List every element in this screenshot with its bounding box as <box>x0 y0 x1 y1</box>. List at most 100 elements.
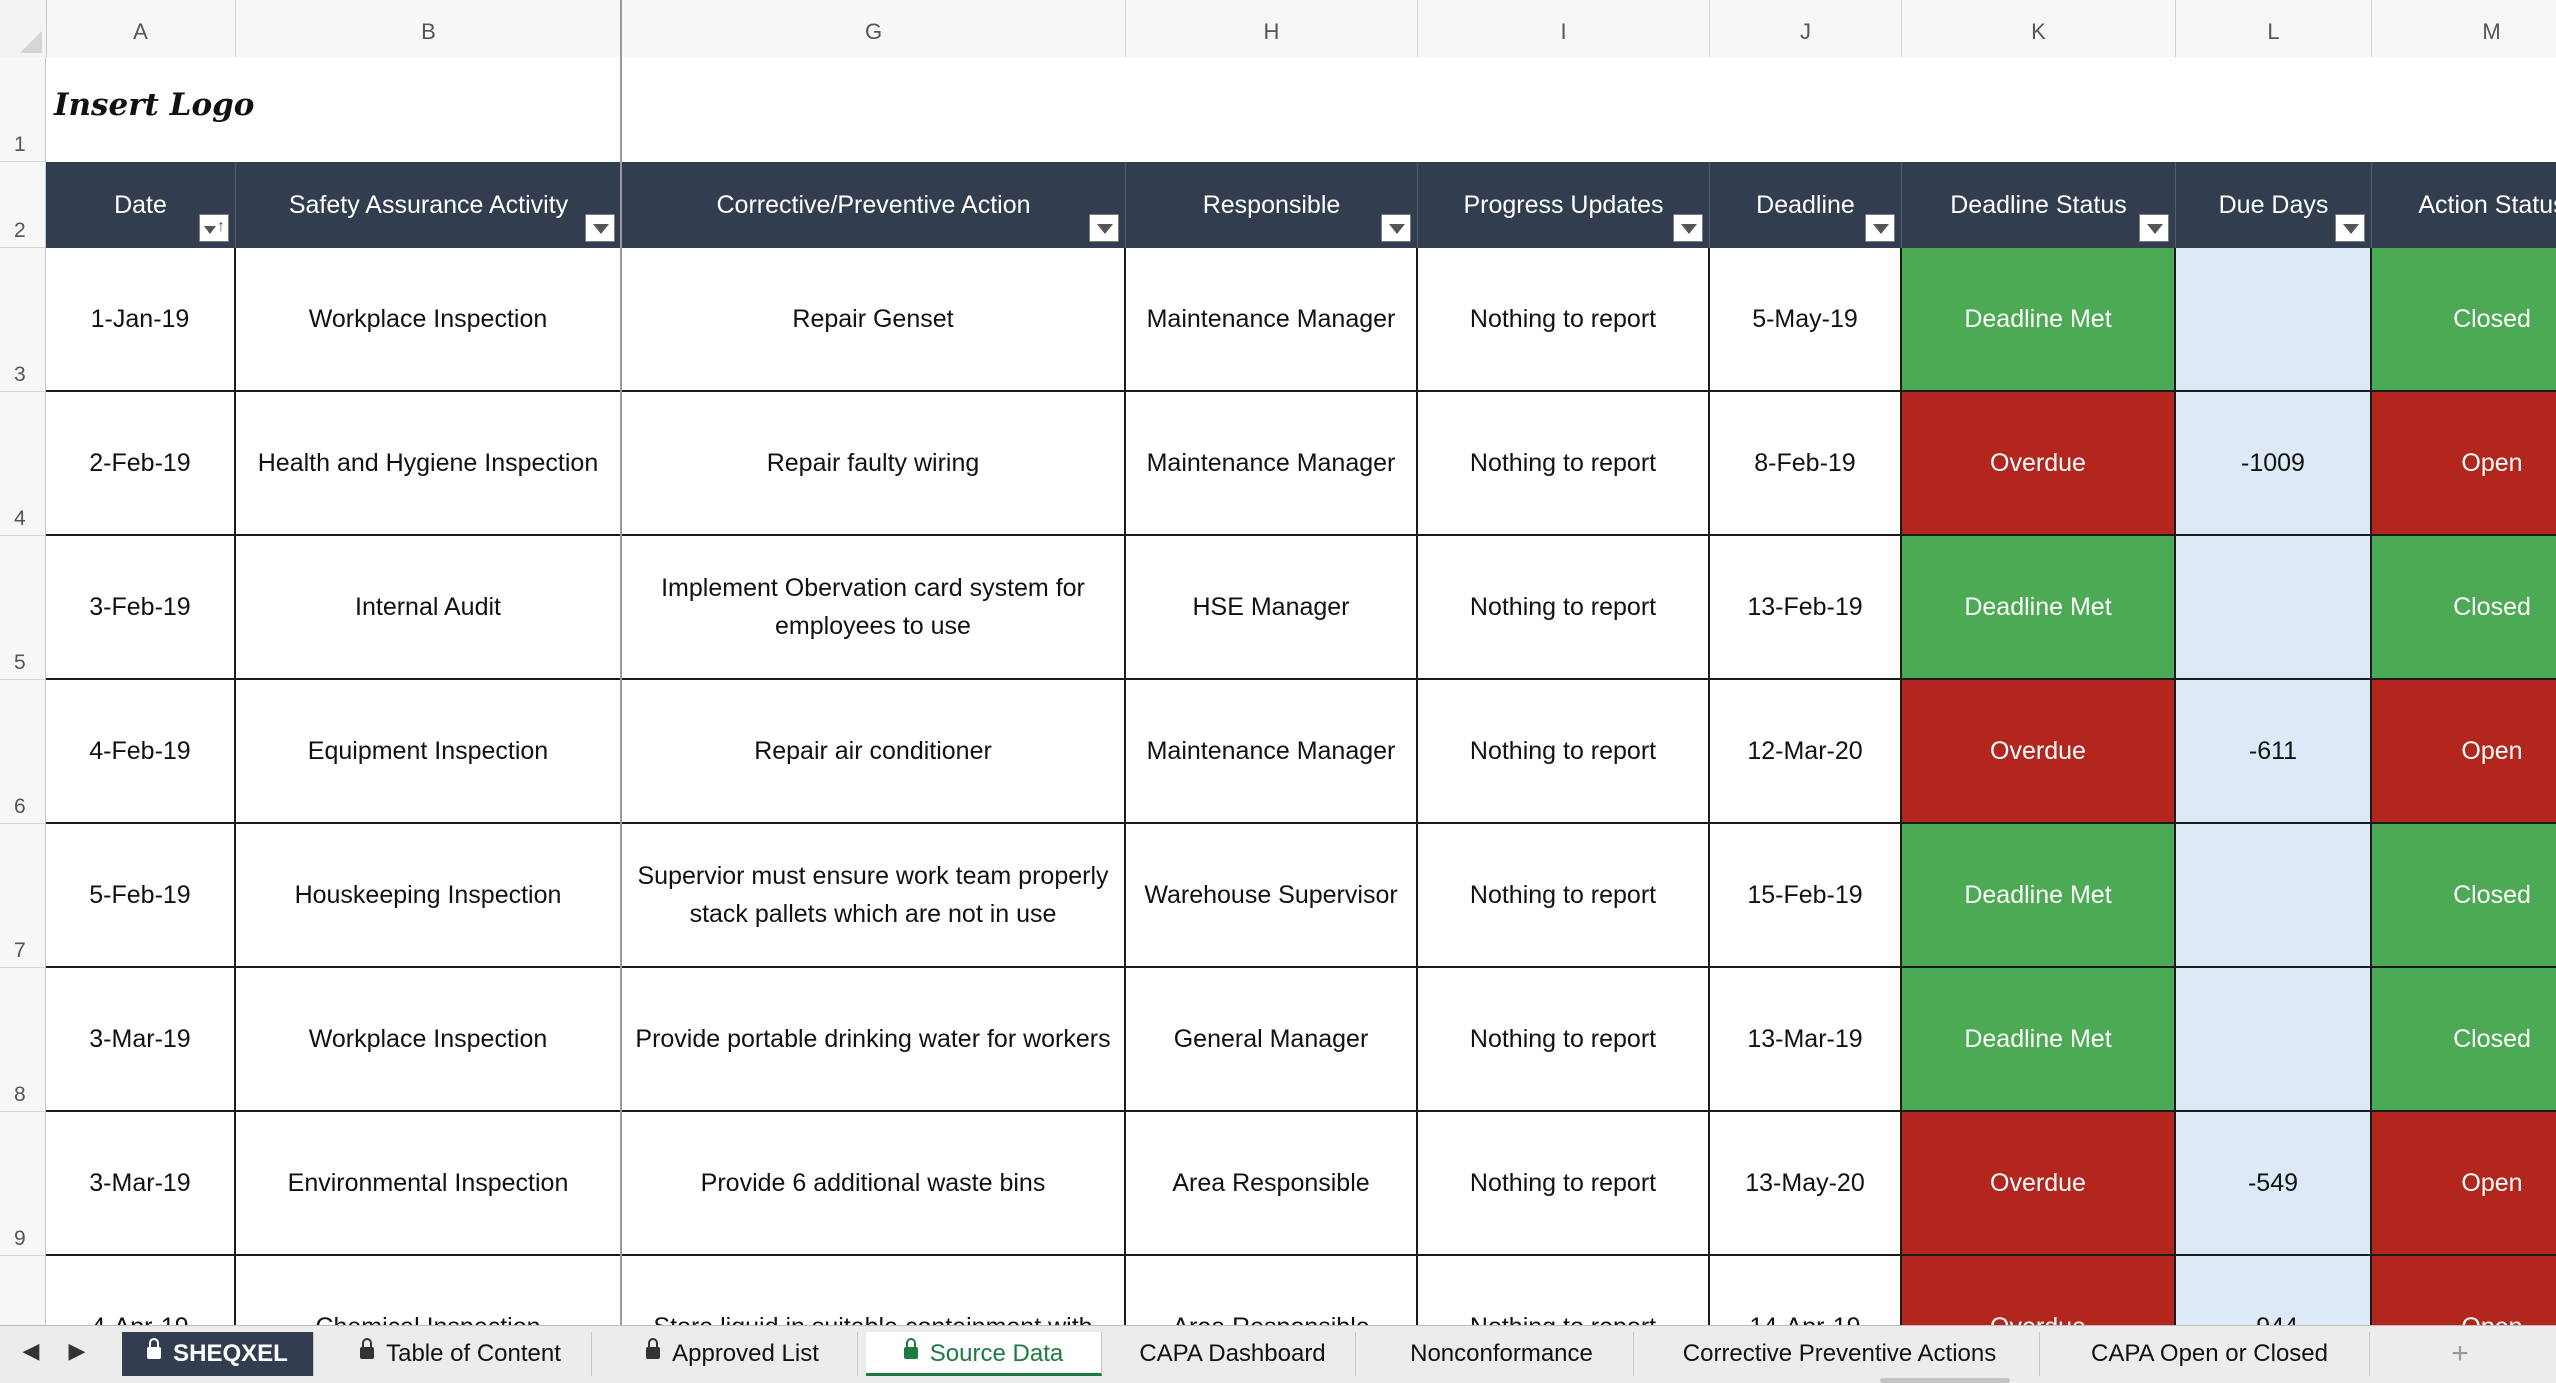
cell-activity[interactable]: Workplace Inspection <box>236 968 622 1112</box>
cell-responsible[interactable]: Area Responsible <box>1126 1256 1418 1325</box>
cell-due-days[interactable] <box>2176 248 2372 392</box>
filter-dropdown-icon[interactable] <box>2335 214 2365 242</box>
horizontal-scrollbar[interactable] <box>1880 1378 2010 1383</box>
cell-progress[interactable]: Nothing to report <box>1418 1256 1710 1325</box>
header-action-status[interactable]: Action Status <box>2372 162 2556 248</box>
cell-date[interactable]: 4-Apr-19 <box>46 1256 236 1325</box>
tab-approved-list[interactable]: Approved List <box>608 1332 858 1376</box>
header-deadline-status[interactable]: Deadline Status <box>1902 162 2176 248</box>
cell-deadline[interactable]: 13-May-20 <box>1710 1112 1902 1256</box>
header-due-days[interactable]: Due Days <box>2176 162 2372 248</box>
cell-deadline-status[interactable]: Overdue <box>1902 1256 2176 1325</box>
row-header-10[interactable] <box>0 1256 46 1325</box>
row-header-1[interactable]: 1 <box>0 57 46 162</box>
cell-progress[interactable]: Nothing to report <box>1418 824 1710 968</box>
header-action[interactable]: Corrective/Preventive Action <box>622 162 1126 248</box>
header-deadline[interactable]: Deadline <box>1710 162 1902 248</box>
cell-action[interactable]: Provide portable drinking water for work… <box>622 968 1126 1112</box>
add-sheet-icon[interactable]: + <box>2451 1337 2469 1370</box>
cell-action-status[interactable]: Open <box>2372 1112 2556 1256</box>
column-header-B[interactable]: B <box>236 0 622 57</box>
tab-nonconformance[interactable]: Nonconformance <box>1370 1332 1634 1376</box>
cell-due-days[interactable] <box>2176 824 2372 968</box>
cell-action[interactable]: Provide 6 additional waste bins <box>622 1112 1126 1256</box>
cell-due-days[interactable]: -944 <box>2176 1256 2372 1325</box>
filter-dropdown-icon[interactable] <box>1865 214 1895 242</box>
filter-dropdown-icon[interactable] <box>2139 214 2169 242</box>
previous-sheet-icon[interactable]: ◀ <box>22 1338 40 1363</box>
header-date[interactable]: Date <box>46 162 236 248</box>
cell-action-status[interactable]: Closed <box>2372 536 2556 680</box>
cell-progress[interactable]: Nothing to report <box>1418 968 1710 1112</box>
cell-responsible[interactable]: HSE Manager <box>1126 536 1418 680</box>
cell-deadline[interactable]: 5-May-19 <box>1710 248 1902 392</box>
cell-deadline[interactable]: 15-Feb-19 <box>1710 824 1902 968</box>
filter-dropdown-icon[interactable] <box>1089 214 1119 242</box>
header-progress[interactable]: Progress Updates <box>1418 162 1710 248</box>
select-all-corner[interactable] <box>0 0 47 57</box>
cell-due-days[interactable] <box>2176 536 2372 680</box>
row-header-2[interactable]: 2 <box>0 162 46 248</box>
cell-action[interactable]: Repair Genset <box>622 248 1126 392</box>
logo-placeholder[interactable]: Insert Logo <box>54 87 255 123</box>
cell-action-status[interactable]: Closed <box>2372 824 2556 968</box>
spreadsheet-grid[interactable]: A B G H I J K L M 1 2 3 4 5 6 7 8 9 Inse… <box>0 0 2556 1325</box>
tab-sheqxel[interactable]: SHEQXEL <box>122 1332 314 1376</box>
cell-responsible[interactable]: Maintenance Manager <box>1126 248 1418 392</box>
cell-due-days[interactable]: -611 <box>2176 680 2372 824</box>
cell-date[interactable]: 2-Feb-19 <box>46 392 236 536</box>
cell-deadline-status[interactable]: Deadline Met <box>1902 968 2176 1112</box>
cell-activity[interactable]: Internal Audit <box>236 536 622 680</box>
cell-action[interactable]: Supervior must ensure work team properly… <box>622 824 1126 968</box>
cell-action[interactable]: Store liquid in suitable containment wit… <box>622 1256 1126 1325</box>
cell-date[interactable]: 3-Mar-19 <box>46 1112 236 1256</box>
tab-corrective-preventive-actions[interactable]: Corrective Preventive Actions <box>1640 1332 2040 1376</box>
cell-due-days[interactable]: -1009 <box>2176 392 2372 536</box>
cell-action-status[interactable]: Closed <box>2372 248 2556 392</box>
row-header-9[interactable]: 9 <box>0 1112 46 1256</box>
cell-activity[interactable]: Health and Hygiene Inspection <box>236 392 622 536</box>
cell-due-days[interactable]: -549 <box>2176 1112 2372 1256</box>
cell-action[interactable]: Implement Obervation card system for emp… <box>622 536 1126 680</box>
cell-action-status[interactable]: Open <box>2372 1256 2556 1325</box>
cell-action[interactable]: Repair faulty wiring <box>622 392 1126 536</box>
cell-date[interactable]: 5-Feb-19 <box>46 824 236 968</box>
row-header-8[interactable]: 8 <box>0 968 46 1112</box>
column-header-H[interactable]: H <box>1126 0 1418 57</box>
tab-table-of-content[interactable]: Table of Content <box>330 1332 592 1376</box>
cell-deadline-status[interactable]: Overdue <box>1902 392 2176 536</box>
header-activity[interactable]: Safety Assurance Activity <box>236 162 622 248</box>
header-responsible[interactable]: Responsible <box>1126 162 1418 248</box>
cell-deadline[interactable]: 13-Mar-19 <box>1710 968 1902 1112</box>
cell-deadline-status[interactable]: Deadline Met <box>1902 248 2176 392</box>
cell-responsible[interactable]: Warehouse Supervisor <box>1126 824 1418 968</box>
cell-date[interactable]: 4-Feb-19 <box>46 680 236 824</box>
cell-activity[interactable]: Chemical Inspection <box>236 1256 622 1325</box>
row-header-7[interactable]: 7 <box>0 824 46 968</box>
row-header-3[interactable]: 3 <box>0 248 46 392</box>
cell-progress[interactable]: Nothing to report <box>1418 392 1710 536</box>
cell-responsible[interactable]: Maintenance Manager <box>1126 392 1418 536</box>
column-header-A[interactable]: A <box>46 0 236 57</box>
filter-dropdown-icon[interactable] <box>1673 214 1703 242</box>
cell-progress[interactable]: Nothing to report <box>1418 680 1710 824</box>
column-header-I[interactable]: I <box>1418 0 1710 57</box>
cell-progress[interactable]: Nothing to report <box>1418 1112 1710 1256</box>
cell-activity[interactable]: Equipment Inspection <box>236 680 622 824</box>
cell-deadline[interactable]: 12-Mar-20 <box>1710 680 1902 824</box>
cell-date[interactable]: 1-Jan-19 <box>46 248 236 392</box>
cell-responsible[interactable]: Maintenance Manager <box>1126 680 1418 824</box>
next-sheet-icon[interactable]: ▶ <box>68 1338 86 1363</box>
row-header-4[interactable]: 4 <box>0 392 46 536</box>
cell-activity[interactable]: Houskeeping Inspection <box>236 824 622 968</box>
tab-source-data[interactable]: Source Data <box>866 1332 1102 1376</box>
cell-due-days[interactable] <box>2176 968 2372 1112</box>
cell-deadline-status[interactable]: Overdue <box>1902 680 2176 824</box>
cell-responsible[interactable]: General Manager <box>1126 968 1418 1112</box>
cell-activity[interactable]: Environmental Inspection <box>236 1112 622 1256</box>
cell-action-status[interactable]: Closed <box>2372 968 2556 1112</box>
tab-capa-dashboard[interactable]: CAPA Dashboard <box>1110 1332 1356 1376</box>
cell-progress[interactable]: Nothing to report <box>1418 536 1710 680</box>
cell-action-status[interactable]: Open <box>2372 680 2556 824</box>
filter-dropdown-icon[interactable] <box>1381 214 1411 242</box>
